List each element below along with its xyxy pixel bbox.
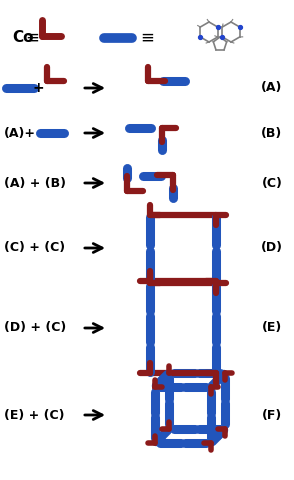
Text: (A)+: (A)+ [4, 127, 36, 140]
Text: (A): (A) [261, 82, 283, 95]
Text: ≡: ≡ [140, 29, 154, 47]
Text: (E): (E) [262, 322, 282, 335]
Text: (C): (C) [262, 177, 283, 190]
Text: (D): (D) [261, 241, 283, 254]
Text: Co: Co [12, 31, 34, 46]
Text: (D) + (C): (D) + (C) [4, 322, 66, 335]
Text: (C) + (C): (C) + (C) [4, 241, 65, 254]
Text: ≡: ≡ [25, 29, 39, 47]
Text: (E) + (C): (E) + (C) [4, 408, 64, 421]
Text: +: + [32, 81, 44, 95]
Text: (A) + (B): (A) + (B) [4, 177, 66, 190]
Text: (F): (F) [262, 408, 282, 421]
Text: (B): (B) [261, 127, 283, 140]
